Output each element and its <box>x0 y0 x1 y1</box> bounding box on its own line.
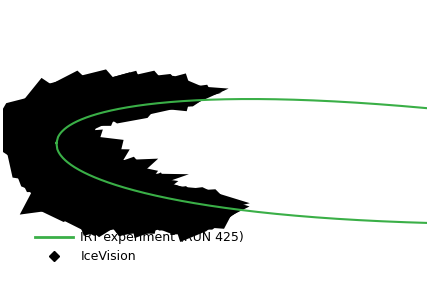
Legend: IRT experiment (RUN 425), IceVision: IRT experiment (RUN 425), IceVision <box>30 226 249 269</box>
